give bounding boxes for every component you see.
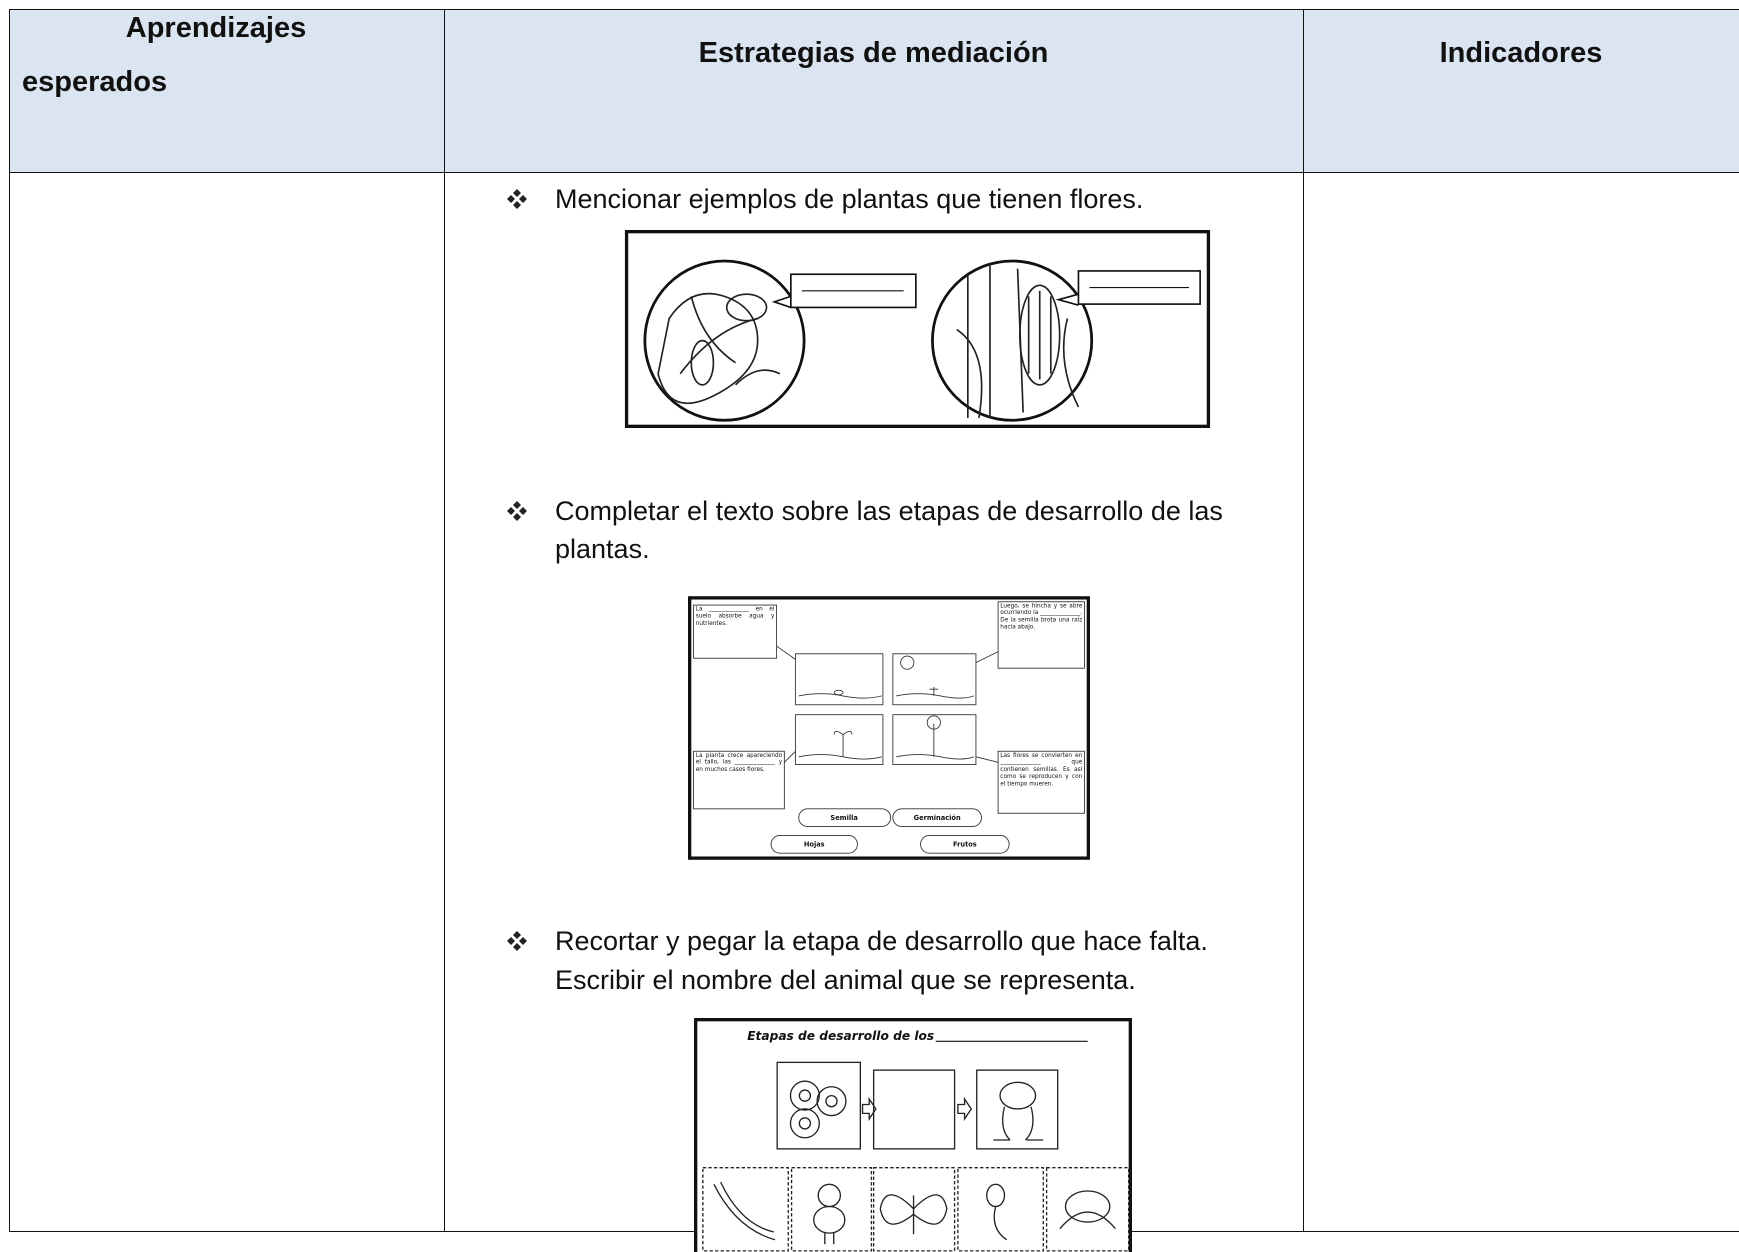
word-label: Germinación — [914, 814, 961, 822]
header-learning: esperados — [22, 66, 168, 98]
bullet-text: Completar el texto sobre las etapas de d… — [555, 496, 1223, 564]
bullet-text: Escribir el nombre del animal que se rep… — [555, 965, 1136, 995]
header-indicators: Indicadores — [1439, 37, 1603, 69]
worksheet-title: Etapas de desarrollo de los — [747, 1029, 934, 1043]
header-band — [9, 9, 1739, 172]
worksheet-note: Luego, se hincha y se abre ocurriendo la… — [1000, 602, 1083, 631]
plants-illustration — [624, 230, 1211, 428]
bullet — [507, 189, 527, 209]
worksheet-note: La ______________ en el suelo absorbe ag… — [695, 606, 775, 628]
bullet — [507, 501, 527, 521]
rule — [444, 9, 445, 1231]
rule — [9, 172, 1739, 173]
worksheet-note: Las flores se convierten en ____________… — [1000, 752, 1083, 788]
word-label: Frutos — [953, 840, 977, 848]
stages-worksheet: La ______________ en el suelo absorbe ag… — [688, 596, 1090, 860]
bullet-text: Recortar y pegar la etapa de desarrollo … — [555, 926, 1208, 956]
rule — [9, 9, 10, 1231]
rule — [9, 9, 1739, 10]
word-label: Hojas — [804, 840, 825, 848]
header-learning: Aprendizajes — [125, 12, 307, 44]
worksheet-note: La planta crece apareciendo el tallo, la… — [695, 752, 783, 774]
rule — [1303, 9, 1304, 1231]
word-label: Semilla — [830, 814, 857, 822]
bullet — [507, 931, 527, 951]
header-strategies: Estrategias de mediación — [698, 37, 1049, 69]
bullet-text: Mencionar ejemplos de plantas que tienen… — [555, 184, 1144, 214]
animal-worksheet: Etapas de desarrollo de los — [694, 1018, 1132, 1252]
